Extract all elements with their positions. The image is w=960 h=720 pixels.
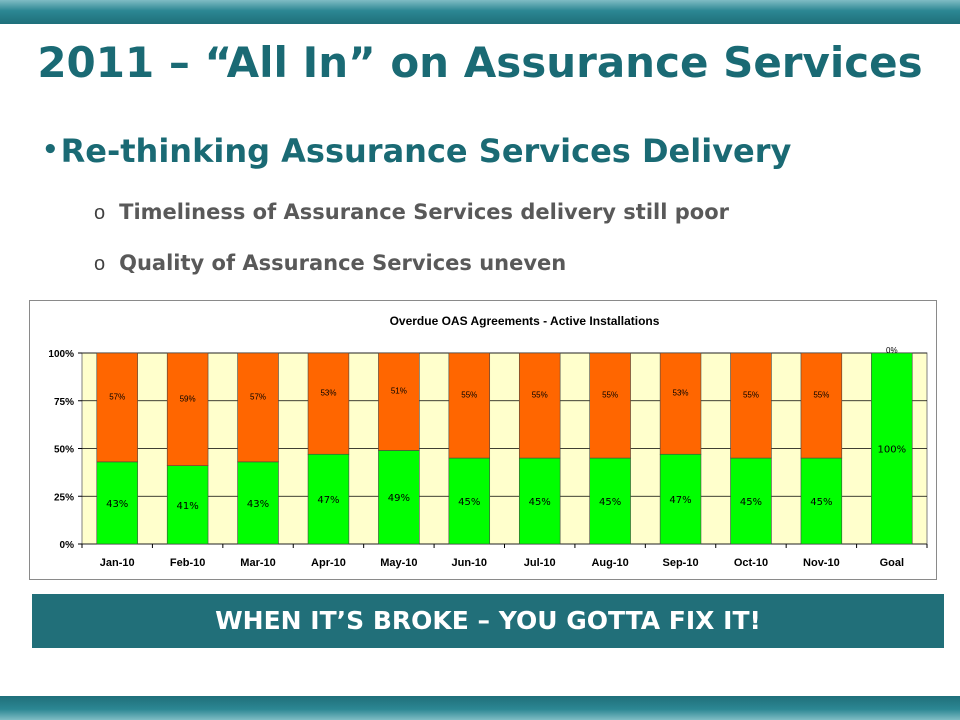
- x-tick-label: Oct-10: [734, 557, 768, 569]
- stacked-bar-chart: Overdue OAS Agreements - Active Installa…: [48, 314, 928, 569]
- data-label-on-time: 45%: [529, 497, 551, 508]
- slide-title: 2011 – “All In” on Assurance Services: [37, 38, 923, 87]
- data-label-overdue: 57%: [250, 392, 266, 401]
- bottom-band: [0, 696, 960, 720]
- y-tick-label: 0%: [60, 540, 75, 551]
- main-bullet: •Re-thinking Assurance Services Delivery: [42, 132, 791, 170]
- sub-bullet-text: Timeliness of Assurance Services deliver…: [119, 200, 729, 224]
- x-tick-label: Sep-10: [663, 557, 699, 569]
- data-label-on-time: 41%: [177, 501, 199, 512]
- data-label-overdue: 55%: [602, 391, 618, 400]
- bar-segment-overdue: [800, 352, 843, 459]
- sub-bullet-marker: o: [94, 253, 106, 275]
- data-label-on-time: 45%: [458, 497, 480, 508]
- bar-segment-on-time: [659, 453, 702, 545]
- data-label-on-time: 100%: [877, 445, 906, 456]
- bar-segment-overdue: [659, 352, 702, 455]
- bar-segment-on-time: [307, 453, 350, 545]
- data-label-on-time: 47%: [317, 495, 339, 506]
- bar-segment-on-time: [800, 457, 843, 545]
- x-tick-label: Aug-10: [591, 557, 628, 569]
- data-label-on-time: 49%: [388, 493, 410, 504]
- bar-segment-overdue: [166, 352, 209, 466]
- bar-segment-on-time: [871, 352, 913, 545]
- bullet-marker: •: [42, 135, 59, 165]
- sub-bullet-marker: o: [94, 202, 106, 224]
- x-tick-label: Apr-10: [311, 557, 346, 569]
- sub-bullet-1: o Timeliness of Assurance Services delive…: [94, 200, 729, 225]
- x-tick-label: Feb-10: [170, 557, 205, 569]
- data-label-overdue: 55%: [461, 391, 477, 400]
- x-tick-label: Nov-10: [803, 557, 840, 569]
- bar-segment-overdue: [307, 352, 350, 455]
- x-tick-label: May-10: [380, 557, 417, 569]
- bar-segment-on-time: [730, 457, 772, 545]
- x-tick-label: Jan-10: [100, 557, 135, 569]
- bar-segment-overdue: [518, 352, 561, 459]
- data-label-overdue: 55%: [532, 391, 548, 400]
- main-bullet-text: Re-thinking Assurance Services Delivery: [60, 132, 792, 170]
- data-label-overdue: 55%: [813, 391, 829, 400]
- x-tick-label: Jun-10: [452, 557, 487, 569]
- data-label-overdue: 53%: [320, 389, 336, 398]
- x-tick-label: Mar-10: [240, 557, 275, 569]
- bar-segment-on-time: [589, 457, 631, 545]
- bar-segment-overdue: [730, 352, 772, 459]
- data-label-on-time: 45%: [810, 497, 832, 508]
- y-tick-label: 50%: [54, 445, 74, 456]
- data-label-overdue: 55%: [743, 391, 759, 400]
- bar-segment-overdue: [448, 352, 491, 459]
- data-label-overdue: 59%: [180, 394, 196, 403]
- x-tick-label: Goal: [880, 557, 904, 569]
- data-label-overdue: 53%: [673, 389, 689, 398]
- data-label-on-time: 43%: [106, 499, 128, 510]
- bar-segment-on-time: [96, 461, 138, 545]
- sub-bullet-text: Quality of Assurance Services uneven: [119, 251, 567, 275]
- sub-bullet-2: o Quality of Assurance Services uneven: [94, 251, 566, 276]
- bar-segment-overdue: [378, 352, 420, 451]
- y-tick-label: 100%: [48, 349, 74, 360]
- bar-segment-on-time: [518, 457, 561, 545]
- callout-banner: WHEN IT’S BROKE – YOU GOTTA FIX IT!: [32, 594, 944, 648]
- bar-segment-on-time: [378, 450, 420, 545]
- chart-container: Overdue OAS Agreements - Active Installa…: [29, 300, 937, 580]
- bar-segment-overdue: [237, 352, 279, 463]
- bar-segment-overdue: [96, 352, 138, 463]
- data-label-on-time: 45%: [599, 497, 621, 508]
- data-label-on-time: 43%: [247, 499, 269, 510]
- bar-segment-on-time: [166, 465, 209, 545]
- data-label-overdue: 57%: [109, 392, 125, 401]
- data-label-overdue: 0%: [886, 346, 898, 355]
- chart-title: Overdue OAS Agreements - Active Installa…: [390, 314, 660, 328]
- y-tick-label: 75%: [54, 397, 74, 408]
- data-label-on-time: 45%: [740, 497, 762, 508]
- x-tick-label: Jul-10: [524, 557, 556, 569]
- data-label-overdue: 51%: [391, 387, 407, 396]
- top-band: [0, 0, 960, 24]
- y-tick-label: 25%: [54, 492, 74, 503]
- data-label-on-time: 47%: [669, 495, 691, 506]
- bar-segment-overdue: [589, 352, 631, 459]
